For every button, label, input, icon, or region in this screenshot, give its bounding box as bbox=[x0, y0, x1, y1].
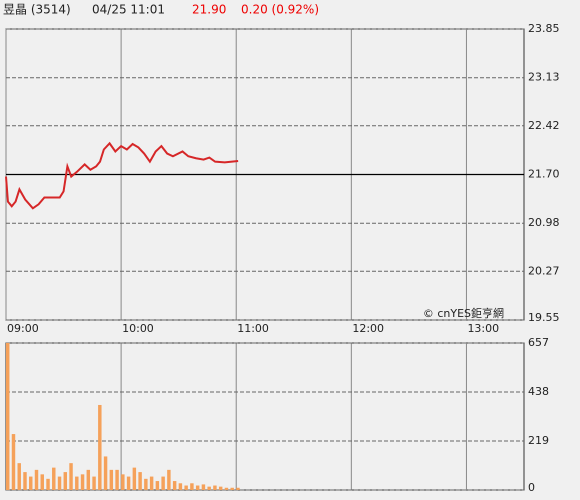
volume-bar bbox=[46, 478, 50, 490]
stock-name: 昱晶 (3514) bbox=[3, 3, 71, 17]
volume-bar bbox=[190, 483, 194, 490]
volume-bar bbox=[34, 469, 39, 490]
x-tick-label: 13:00 bbox=[467, 322, 499, 335]
y-tick-label: 20.98 bbox=[528, 216, 560, 229]
y-tick-label: 438 bbox=[528, 385, 549, 398]
volume-bar bbox=[218, 486, 223, 490]
x-tick-label: 11:00 bbox=[237, 322, 269, 335]
volume-bar bbox=[224, 487, 229, 490]
y-tick-label: 23.13 bbox=[528, 71, 560, 84]
y-tick-label: 657 bbox=[528, 336, 549, 349]
y-tick-label: 219 bbox=[528, 434, 549, 447]
volume-bar bbox=[178, 483, 183, 490]
volume-bar bbox=[161, 476, 165, 490]
volume-bar bbox=[155, 481, 160, 490]
volume-bar bbox=[86, 469, 91, 490]
volume-bar bbox=[6, 343, 10, 490]
y-tick-label: 19.55 bbox=[528, 311, 560, 324]
volume-bar bbox=[167, 469, 171, 490]
volume-bar bbox=[138, 472, 142, 490]
volume-bar bbox=[149, 476, 154, 490]
volume-bar bbox=[115, 469, 119, 490]
price-line bbox=[5, 141, 239, 210]
volume-bar bbox=[172, 481, 177, 490]
plot-area bbox=[5, 342, 525, 491]
volume-bar bbox=[29, 476, 33, 490]
x-tick-label: 09:00 bbox=[7, 322, 39, 335]
volume-bar bbox=[230, 487, 234, 490]
y-tick-label: 22.42 bbox=[528, 119, 560, 132]
volume-bar bbox=[98, 404, 102, 490]
y-tick-label: 0 bbox=[528, 481, 535, 494]
volume-bar bbox=[132, 467, 137, 490]
volume-bar bbox=[92, 476, 96, 490]
volume-bar bbox=[121, 474, 125, 490]
volume-bar bbox=[40, 474, 44, 490]
volume-bar bbox=[80, 474, 85, 490]
change: 0.20 (0.92%) bbox=[241, 3, 319, 17]
volume-bar bbox=[63, 472, 68, 490]
volume-bar bbox=[126, 476, 131, 490]
volume-bar bbox=[69, 463, 73, 490]
volume-bar bbox=[184, 485, 188, 490]
y-tick-label: 21.70 bbox=[528, 168, 560, 181]
volume-bar bbox=[207, 486, 211, 490]
volume-bar bbox=[52, 467, 56, 490]
volume-bar bbox=[57, 476, 62, 490]
y-tick-label: 20.27 bbox=[528, 264, 560, 277]
volume-bar bbox=[109, 469, 114, 490]
volume-bar bbox=[103, 456, 108, 490]
volume-bar bbox=[144, 478, 148, 490]
volume-bar bbox=[75, 476, 79, 490]
volume-bar bbox=[17, 463, 21, 490]
volume-bar bbox=[23, 472, 27, 490]
volume-bar bbox=[213, 485, 217, 490]
y-tick-label: 23.85 bbox=[528, 22, 560, 35]
x-tick-label: 12:00 bbox=[352, 322, 384, 335]
price: 21.90 bbox=[192, 3, 226, 17]
x-tick-label: 10:00 bbox=[122, 322, 154, 335]
volume-bar bbox=[11, 434, 16, 490]
quote-time: 04/25 11:01 bbox=[92, 3, 165, 17]
volume-bar bbox=[236, 487, 240, 490]
volume-bar bbox=[201, 484, 206, 490]
watermark: © cnYES鉅亨網 bbox=[423, 306, 504, 320]
volume-bar bbox=[195, 485, 200, 490]
